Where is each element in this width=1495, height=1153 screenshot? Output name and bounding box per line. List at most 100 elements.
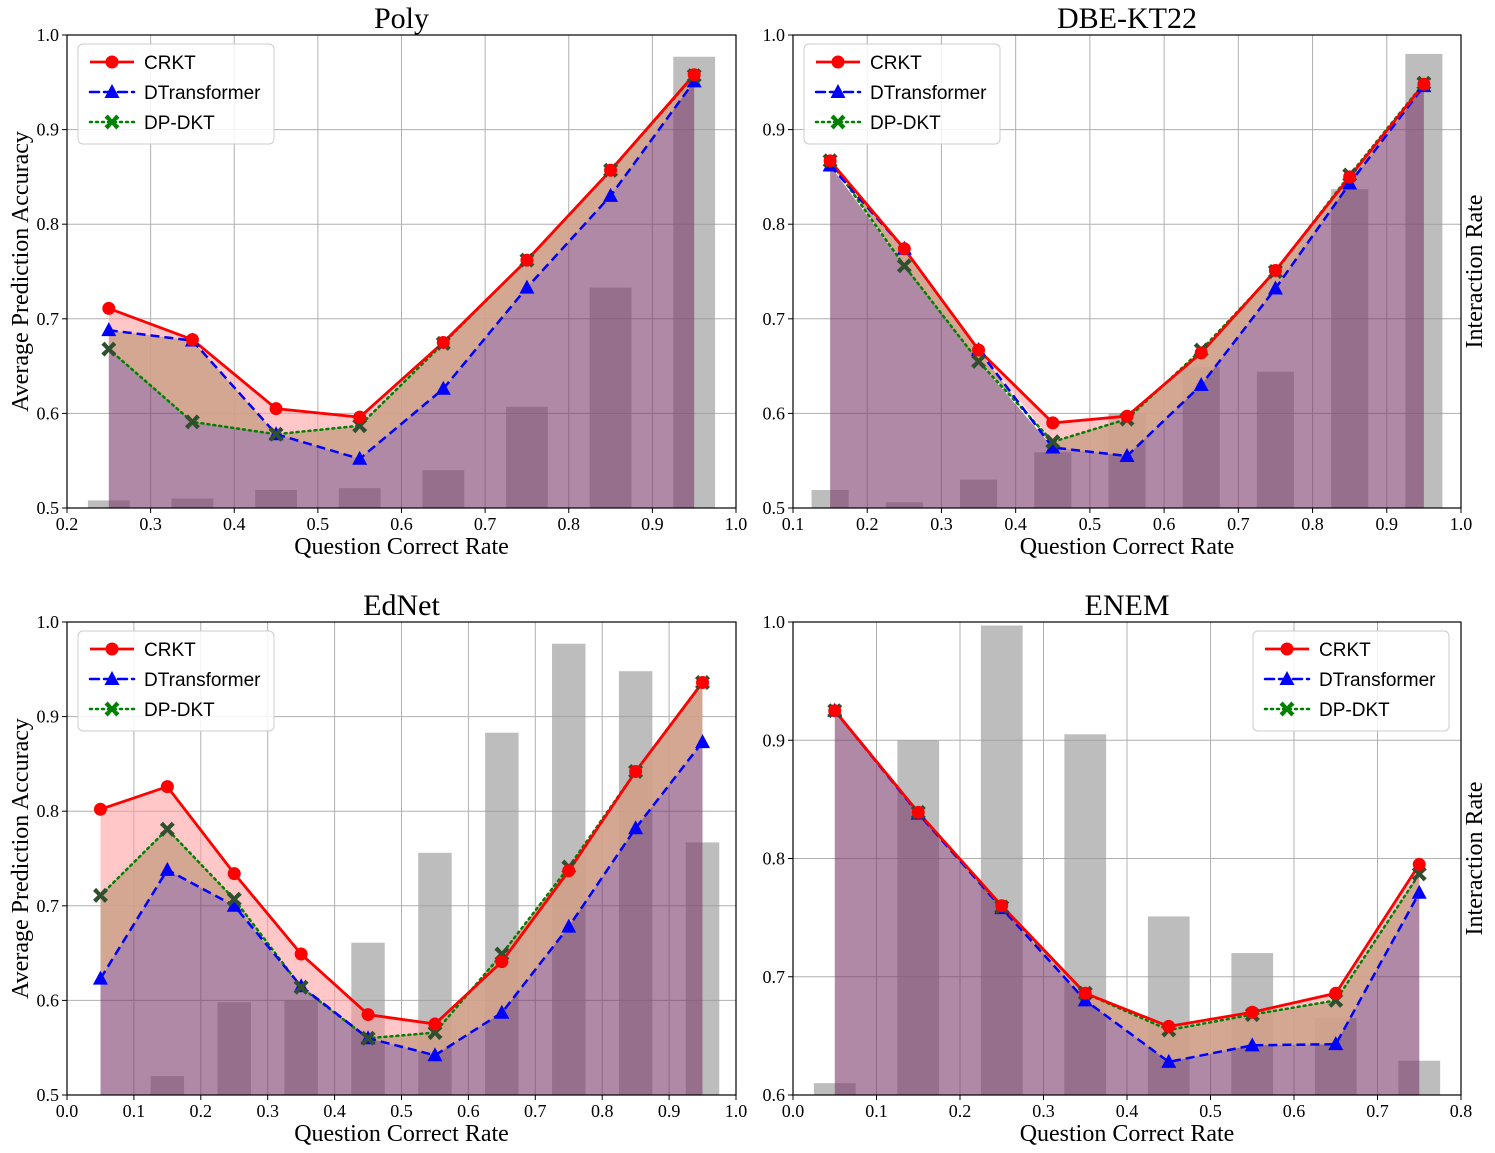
x-tick-label: 0.2 (56, 514, 79, 534)
dtransformer-point (1244, 1037, 1260, 1052)
x-tick-label: 0.1 (782, 514, 805, 534)
legend-marker-dtransformer (830, 84, 846, 98)
legend-marker-dtransformer (104, 671, 120, 685)
series-markers (827, 702, 1427, 1068)
x-tick-label: 1.0 (725, 1101, 748, 1121)
dtransformer-point (561, 918, 577, 933)
crkt-point (1162, 1019, 1176, 1033)
accuracy-base-area (834, 710, 1420, 1095)
series-lines (107, 73, 696, 461)
legend-marker-dtransformer (104, 84, 120, 98)
dpdkt-point (293, 979, 309, 995)
x-tick-label: 0.9 (658, 1101, 681, 1121)
legend-label-dpdkt: DP-DKT (144, 700, 215, 721)
dtransformer-point (628, 820, 644, 835)
dtransformer-point (92, 970, 108, 985)
y-tick-label: 0.6 (37, 403, 60, 423)
dpdkt-point (1045, 434, 1061, 450)
crkt-point (629, 764, 643, 778)
legend: CRKT DTransformer DP-DKT (77, 630, 275, 732)
x-tick-label: 0.3 (1032, 1101, 1055, 1121)
crkt-point (828, 704, 842, 718)
dpdkt-point (159, 821, 175, 837)
legend-marker-crkt (105, 55, 119, 69)
dtransformer-point (427, 1047, 443, 1062)
crkt-point (361, 1008, 375, 1022)
crkt-point (562, 864, 576, 878)
dpdkt-point (971, 353, 987, 369)
legend-box (1252, 630, 1450, 732)
tick-labels: 0.0 0.1 0.2 0.3 0.4 0.5 0.6 0.7 0.8 0.6 0.7 0.8 0.9 1… (763, 612, 1473, 1121)
dtransformer-point (603, 187, 619, 202)
x-tick-label: 0.5 (1199, 1101, 1222, 1121)
dtransformer-line (99, 741, 704, 1057)
series-markers (101, 68, 702, 465)
x-tick-label: 0.2 (856, 514, 879, 534)
dpdkt-point (1411, 866, 1427, 882)
x-tick-label: 0.2 (949, 1101, 972, 1121)
tick-labels: 0.1 0.2 0.3 0.4 0.5 0.6 0.7 0.8 0.9 1.0 0.5 0.6 0.7 0… (763, 25, 1473, 534)
chart-title: DBE-KT22 (1057, 2, 1197, 35)
x-tick-label: 0.8 (1450, 1101, 1473, 1121)
x-tick-label: 1.0 (725, 514, 748, 534)
crkt-point (160, 780, 174, 794)
dtransformer-point (352, 450, 368, 465)
x-tick-label: 0.1 (865, 1101, 888, 1121)
dpdkt-point (93, 887, 108, 903)
y-tick-label: 0.5 (37, 498, 60, 518)
secondary-y-axis-label: Interaction Rate (1462, 782, 1488, 936)
y-tick-label: 0.7 (37, 309, 60, 329)
crkt-point (1412, 857, 1426, 871)
legend-marker-crkt (105, 642, 119, 656)
y-tick-label: 0.7 (763, 967, 786, 987)
dtransformer-line (108, 80, 696, 461)
accuracy-base-area (830, 86, 1424, 508)
series-lines (99, 681, 704, 1057)
dpdkt-point (360, 1030, 376, 1046)
crkt-point (1343, 170, 1357, 184)
dtransformer-line (833, 709, 1421, 1064)
x-tick-label: 0.7 (524, 1101, 547, 1121)
crkt-point (185, 333, 199, 347)
crkt-point (696, 676, 710, 690)
crkt-point (1120, 409, 1134, 423)
x-tick-label: 0.5 (307, 514, 330, 534)
legend-label-dtransformer: DTransformer (1319, 670, 1436, 691)
crkt-point (972, 343, 986, 357)
y-tick-label: 1.0 (763, 612, 786, 632)
accuracy-areas (830, 83, 1424, 508)
accuracy-areas (100, 682, 703, 1095)
legend-label-dtransformer: DTransformer (144, 83, 261, 104)
legend-label-dpdkt: DP-DKT (870, 113, 941, 134)
legend-label-crkt: CRKT (870, 53, 922, 74)
dtransformer-point (226, 897, 242, 912)
chart-panel-2: 0.1 0.2 0.3 0.4 0.5 0.6 0.7 0.8 0.9 1.0 0.5 0.6 0.7 0… (763, 2, 1489, 560)
dpdkt-point (268, 426, 284, 442)
x-tick-label: 0.3 (139, 514, 162, 534)
crkt-point (353, 410, 367, 424)
dpdkt-point (896, 258, 912, 274)
dtransformer-point (695, 734, 711, 749)
dtransformer-point (519, 279, 535, 294)
legend-label-crkt: CRKT (1319, 640, 1371, 661)
accuracy-base-area (100, 742, 703, 1095)
crkt-point (1417, 77, 1431, 91)
x-tick-label: 0.6 (390, 514, 413, 534)
secondary-y-axis-label: Interaction Rate (1462, 195, 1488, 349)
x-tick-label: 0.6 (1283, 1101, 1306, 1121)
dpdkt-point (184, 414, 200, 430)
series-markers (822, 75, 1432, 462)
crkt-point (1194, 346, 1208, 360)
y-tick-label: 0.6 (37, 990, 60, 1010)
crkt-point (227, 867, 241, 881)
x-tick-label: 0.8 (558, 514, 581, 534)
crkt-point (436, 335, 450, 349)
accuracy-areas (834, 710, 1420, 1095)
x-tick-label: 0.6 (457, 1101, 480, 1121)
crkt-point (294, 947, 308, 961)
y-tick-label: 0.9 (763, 120, 786, 140)
x-tick-label: 0.3 (930, 514, 953, 534)
x-tick-label: 0.5 (1079, 514, 1102, 534)
y-tick-label: 1.0 (37, 25, 60, 45)
